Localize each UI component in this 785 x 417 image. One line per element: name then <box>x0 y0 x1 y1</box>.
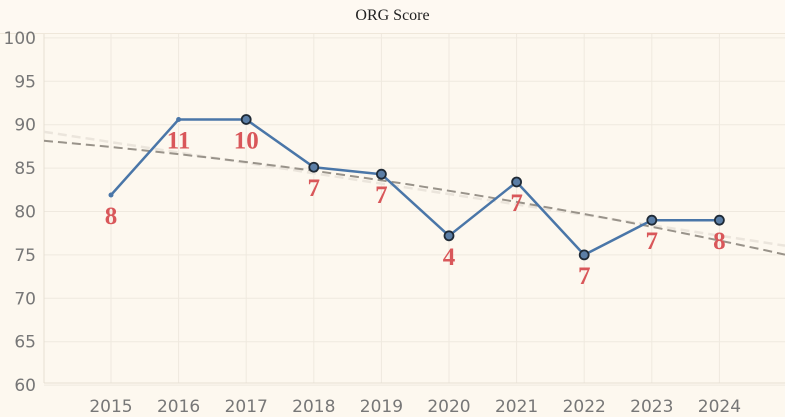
point-label: 8 <box>713 228 726 255</box>
y-tick-label: 65 <box>14 333 36 353</box>
data-point-marker <box>646 214 658 226</box>
x-tick-label: 2020 <box>427 397 470 417</box>
point-label: 11 <box>167 127 191 154</box>
data-point <box>108 192 114 198</box>
y-tick-label: 75 <box>14 246 36 266</box>
point-label: 7 <box>646 228 659 255</box>
y-tick-label: 60 <box>14 376 36 396</box>
x-tick-label: 2018 <box>292 397 335 417</box>
polynomial-trend-line <box>44 139 785 256</box>
y-tick-label: 85 <box>14 159 36 179</box>
data-point <box>176 116 182 122</box>
point-label: 7 <box>510 190 523 217</box>
y-tick-label: 100 <box>4 29 36 49</box>
y-tick-label: 95 <box>14 72 36 92</box>
data-point-marker <box>443 230 455 242</box>
data-point-marker <box>511 176 522 188</box>
score-line <box>110 118 720 257</box>
x-tick-label: 2024 <box>698 397 741 417</box>
data-point-marker <box>578 249 590 261</box>
title-bar: ORG Score <box>0 0 785 34</box>
point-label: 8 <box>105 203 118 230</box>
x-tick-label: 2017 <box>225 397 268 417</box>
x-tick-label: 2015 <box>89 397 132 417</box>
x-tick-label: 2019 <box>360 397 403 417</box>
x-tick-label: 2021 <box>495 397 538 417</box>
point-label: 4 <box>443 244 456 271</box>
y-tick-label: 90 <box>14 116 36 136</box>
data-point-marker <box>375 168 387 180</box>
data-point-marker <box>240 114 252 125</box>
x-tick-label: 2016 <box>157 397 200 417</box>
point-label: 7 <box>308 175 321 202</box>
linear-trend-line <box>44 130 785 247</box>
point-label: 7 <box>375 182 388 209</box>
data-point-marker <box>714 214 725 226</box>
data-point-marker <box>308 161 320 173</box>
x-tick-label: 2022 <box>563 397 606 417</box>
y-tick-label: 70 <box>14 289 36 309</box>
point-label: 10 <box>234 127 259 154</box>
y-tick-label: 80 <box>14 203 36 223</box>
x-tick-label: 2023 <box>630 397 673 417</box>
point-label: 7 <box>578 263 591 290</box>
chart-title: ORG Score <box>355 7 430 24</box>
